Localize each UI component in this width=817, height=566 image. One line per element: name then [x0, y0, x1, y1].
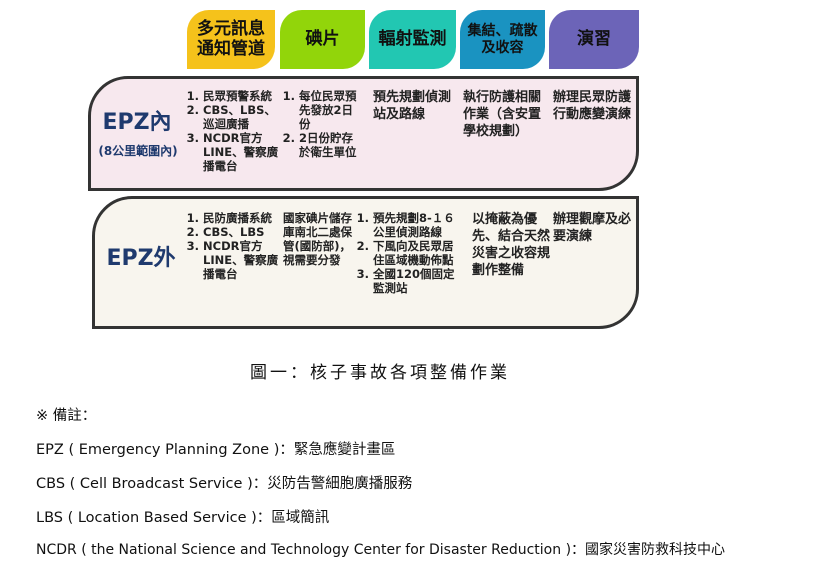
note-lbs: LBS ( Location Based Service )：區域簡訊	[36, 510, 330, 526]
header-tile-drill: 演習	[549, 10, 639, 69]
header-tile-info: 多元訊息通知管道	[187, 10, 275, 69]
figure-caption: 圖一：核子事故各項整備作業	[250, 363, 510, 383]
note-ncdr: NCDR ( the National Science and Technolo…	[36, 542, 726, 558]
header-label: 碘片	[305, 28, 340, 49]
list-item: NCDR官方LINE、警察廣播電台	[203, 131, 281, 173]
note-cbs: CBS ( Cell Broadcast Service )：災防告警細胞廣播服…	[36, 476, 413, 492]
epz-in-info-list: 民眾預警系統 CBS、LBS、巡迴廣播 NCDR官方LINE、警察廣播電台	[186, 89, 281, 173]
list-item: 2日份貯存於衛生單位	[299, 131, 364, 159]
epz-in-evacuation: 執行防護相關作業（含安置學校規劃）	[463, 90, 542, 139]
epz-in-box	[88, 76, 639, 191]
header-tile-evacuation: 集結、疏散及收容	[460, 10, 545, 69]
epz-in-title: EPZ內	[102, 110, 172, 135]
list-item: 每位民眾預先發放2日份	[299, 89, 364, 131]
list-item: 全國120個固定監測站	[373, 267, 461, 295]
epz-out-info-list: 民防廣播系統 CBS、LBS NCDR官方LINE、警察廣播電台	[186, 211, 281, 281]
notes-heading: ※ 備註：	[36, 408, 97, 424]
header-label: 演習	[577, 28, 611, 49]
list-item: 預先規劃8-１６公里偵測路線	[373, 211, 461, 239]
epz-out-drill: 辦理觀摩及必要演練	[553, 212, 632, 244]
list-item: 民眾預警系統	[203, 89, 281, 103]
epz-in-radiation: 預先規劃偵測站及路線	[373, 90, 452, 122]
header-tile-iodine: 碘片	[280, 10, 365, 69]
list-item: 民防廣播系統	[203, 211, 281, 225]
list-item: NCDR官方LINE、警察廣播電台	[203, 239, 281, 281]
epz-out-box	[92, 196, 639, 329]
list-item: 下風向及民眾居住區域機動佈點	[373, 239, 461, 267]
list-item: CBS、LBS	[203, 225, 281, 239]
epz-in-subtitle: (8公里範圍內)	[98, 144, 178, 158]
epz-out-title: EPZ外	[106, 246, 176, 271]
note-epz: EPZ ( Emergency Planning Zone )：緊急應變計畫區	[36, 442, 396, 458]
epz-out-iodine: 國家碘片儲存庫南北二處保管(國防部)，視需要分發	[283, 211, 352, 267]
epz-in-drill: 辦理民眾防護行動應變演練	[553, 90, 632, 122]
epz-in-iodine-list: 每位民眾預先發放2日份 2日份貯存於衛生單位	[282, 89, 364, 159]
epz-out-radiation-list: 預先規劃8-１６公里偵測路線 下風向及民眾居住區域機動佈點 全國120個固定監測…	[356, 211, 461, 295]
header-label: 輻射監測	[378, 28, 447, 49]
header-tile-radiation: 輻射監測	[369, 10, 456, 69]
epz-out-evacuation: 以掩蔽為優先、結合天然災害之收容規劃作整備	[472, 212, 551, 278]
list-item: CBS、LBS、巡迴廣播	[203, 103, 281, 131]
header-label: 多元訊息通知管道	[197, 18, 265, 59]
header-label: 集結、疏散及收容	[467, 23, 538, 56]
